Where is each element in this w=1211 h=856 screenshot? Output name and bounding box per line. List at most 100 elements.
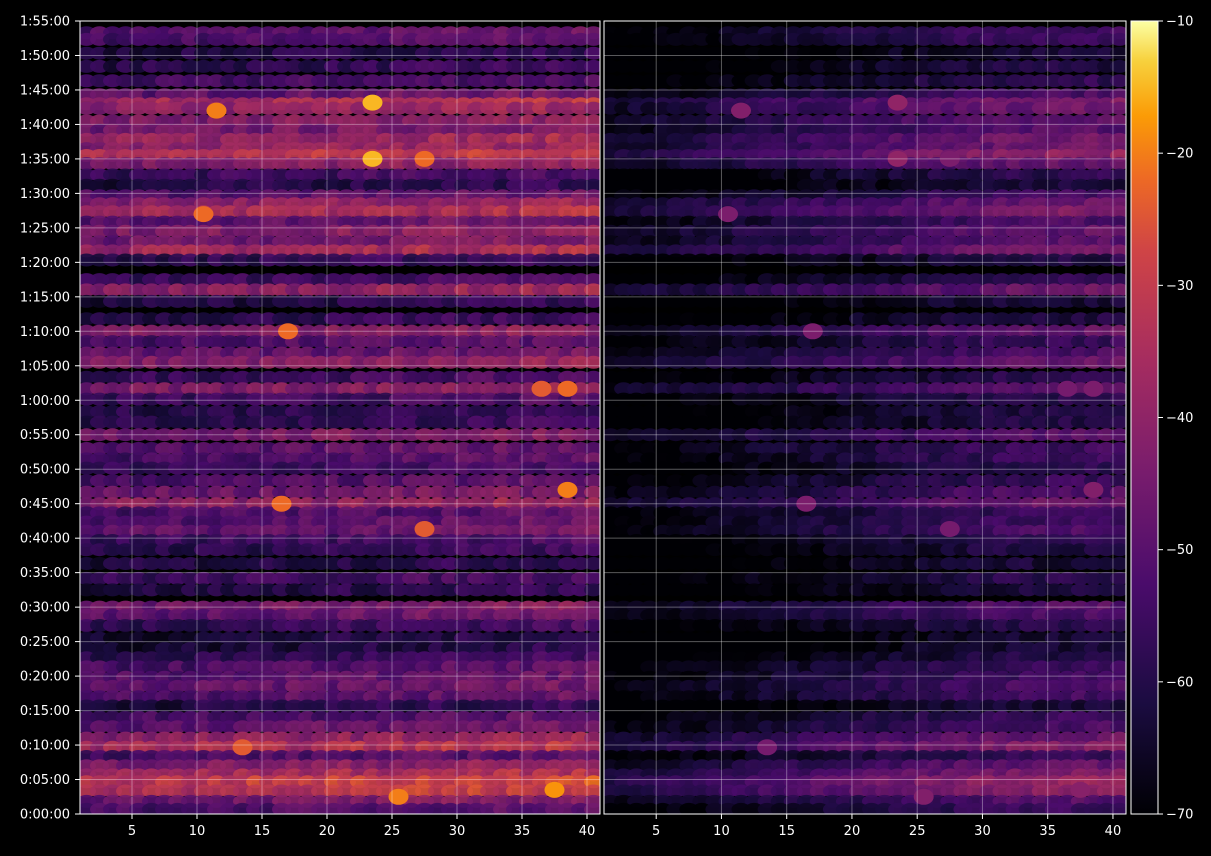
heatmap-cell	[402, 474, 421, 488]
heatmap-cell	[653, 534, 673, 547]
heatmap-cell	[181, 740, 200, 754]
heatmap-cell	[862, 392, 881, 406]
heatmap-cell	[376, 59, 395, 73]
heatmap-cell	[1044, 114, 1064, 128]
heatmap-cell	[324, 619, 343, 632]
heatmap-cell	[532, 608, 551, 622]
heatmap-cell	[415, 740, 434, 754]
heatmap-cell	[220, 178, 239, 192]
heatmap-cell	[337, 750, 356, 763]
heatmap-cell	[731, 461, 751, 475]
heatmap-cell	[966, 114, 986, 128]
heatmap-cell	[324, 335, 343, 349]
heatmap-cell	[849, 312, 868, 326]
heatmap-cell	[901, 244, 921, 258]
heatmap-cell	[953, 474, 973, 488]
heatmap-cell	[1070, 244, 1090, 258]
heatmap-cell	[298, 720, 317, 734]
heatmap-cell	[103, 415, 122, 429]
heatmap-cell	[822, 370, 842, 384]
heatmap-cell	[298, 32, 317, 46]
heatmap-cell	[614, 370, 634, 384]
heatmap-cell	[350, 720, 369, 734]
heatmap-cell	[441, 157, 460, 170]
heatmap-cell	[428, 711, 447, 724]
heatmap-cell	[298, 59, 317, 73]
heatmap-cell	[116, 506, 135, 520]
heatmap-cell	[545, 571, 564, 585]
heatmap-cell	[194, 294, 213, 308]
heatmap-cell	[467, 205, 486, 219]
heatmap-cell	[337, 283, 356, 297]
heatmap-cell	[129, 370, 148, 384]
heatmap-cell	[480, 534, 499, 547]
heatmap-cell	[259, 699, 278, 713]
heatmap-cell	[532, 114, 551, 128]
heatmap-cell	[90, 157, 109, 170]
heatmap-cell	[653, 428, 673, 442]
heatmap-cell	[796, 474, 816, 488]
heatmap-cell	[979, 294, 999, 308]
heatmap-cell	[1031, 235, 1051, 249]
heatmap-cell	[519, 608, 538, 622]
heatmap-cell	[979, 461, 999, 475]
heatmap-cell	[953, 506, 973, 520]
heatmap-cell	[129, 631, 148, 645]
heatmap-cell	[731, 32, 751, 46]
heatmap-cell	[627, 515, 647, 529]
heatmap-cell	[627, 442, 647, 455]
heatmap-cell	[103, 101, 122, 115]
heatmap-cell	[666, 355, 686, 369]
heatmap-cell	[376, 543, 395, 557]
heatmap-cell	[979, 205, 999, 219]
heatmap-cell	[532, 775, 551, 789]
heatmap-cell	[116, 415, 135, 429]
heatmap-cell	[1070, 474, 1090, 488]
heatmap-cell	[207, 123, 226, 137]
heatmap-cell	[155, 335, 174, 349]
heatmap-cell	[389, 312, 408, 326]
heatmap-cell	[744, 283, 764, 297]
heatmap-cell	[311, 497, 330, 511]
heatmap-cell	[454, 497, 473, 511]
heatmap-cell	[168, 244, 187, 258]
heatmap-cell	[731, 178, 751, 192]
heatmap-cell	[519, 312, 538, 326]
heatmap-cell	[246, 515, 265, 529]
heatmap-cell	[350, 132, 369, 146]
heatmap-cell	[285, 485, 304, 499]
heatmap-cell	[493, 114, 512, 128]
heatmap-cell	[744, 534, 764, 547]
heatmap-cell	[441, 452, 460, 466]
heatmap-cell	[979, 474, 999, 488]
heatmap-cell	[783, 224, 803, 238]
heatmap-cell	[389, 370, 408, 384]
heatmap-cell	[796, 224, 816, 238]
heatmap-cell	[181, 485, 200, 499]
heatmap-cell	[324, 690, 343, 704]
heatmap-cell	[679, 168, 699, 182]
heatmap-cell	[467, 370, 486, 384]
heatmap-cell	[835, 273, 855, 287]
heatmap-cell	[1057, 524, 1077, 538]
heatmap-cell	[888, 178, 908, 192]
heatmap-cell	[376, 759, 395, 773]
heatmap-cell	[1018, 224, 1038, 238]
heatmap-cell	[1057, 370, 1077, 384]
heatmap-cell	[129, 178, 148, 192]
heatmap-cell	[1018, 415, 1038, 429]
heatmap-cell	[324, 415, 343, 429]
heatmap-cell	[103, 428, 122, 442]
heatmap-cell	[441, 428, 460, 442]
heatmap-cell	[927, 346, 947, 360]
heatmap-cell	[653, 461, 673, 475]
heatmap-cell	[1005, 335, 1025, 349]
heatmap-cell	[103, 740, 122, 754]
heatmap-cell	[705, 497, 725, 511]
heatmap-cell	[1083, 346, 1103, 360]
heatmap-cell	[1018, 178, 1038, 192]
heatmap-cell	[168, 583, 187, 597]
heatmap-cell	[571, 392, 590, 406]
heatmap-cell	[168, 720, 187, 734]
heatmap-cell	[285, 59, 304, 73]
